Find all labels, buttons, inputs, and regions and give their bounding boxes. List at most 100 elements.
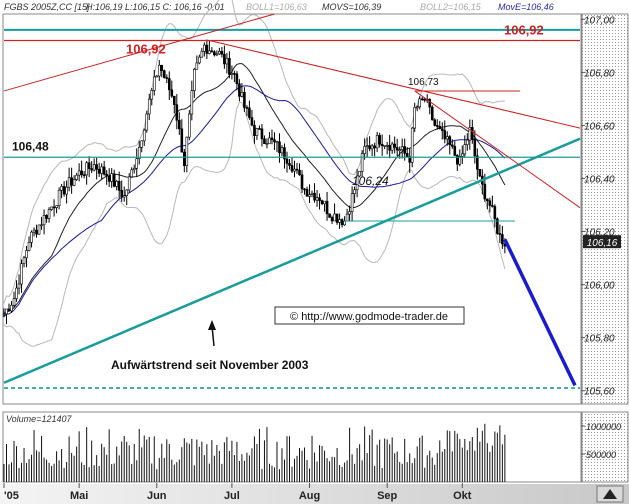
candle	[170, 80, 174, 98]
price-tick-label: 105,60	[584, 387, 615, 398]
candle	[323, 200, 326, 212]
candle-body	[137, 147, 141, 160]
candle-body	[200, 50, 204, 58]
candle-body	[243, 92, 246, 108]
chart-annotations: 106,92 106,92 106,48 106,73 106,24	[12, 23, 544, 188]
candle-body	[420, 98, 424, 101]
candle-body	[82, 174, 86, 177]
candle	[393, 136, 396, 154]
candle-body	[363, 146, 366, 154]
candle-body	[328, 213, 331, 218]
candle-body	[167, 78, 171, 91]
candle-body	[87, 162, 91, 169]
candle-body	[278, 141, 281, 154]
level-106-92-label-left: 106,92	[126, 42, 166, 57]
candle	[450, 139, 454, 149]
price-tick-label: 107,00	[584, 15, 615, 26]
candle-body	[60, 186, 63, 191]
candle	[5, 308, 8, 325]
candle	[428, 98, 432, 115]
price-axis-strip	[581, 13, 629, 405]
candle	[82, 171, 86, 179]
candle-body	[400, 146, 404, 150]
candle-body	[298, 169, 301, 176]
candle-body	[253, 124, 256, 137]
candle	[172, 95, 176, 114]
chart-header: FGBS 2005Z,CC [15] H:106,19 L:106,15 C: …	[4, 2, 554, 12]
candle	[193, 67, 196, 98]
candle-body	[393, 143, 396, 148]
candle-body	[142, 129, 146, 142]
candle	[328, 213, 331, 218]
candle-body	[193, 69, 196, 91]
candle	[383, 145, 386, 150]
price-tick-label: 106,00	[584, 281, 615, 292]
candle	[250, 109, 254, 127]
volume-title: Volume=121407	[6, 414, 72, 424]
candle-body	[218, 51, 221, 55]
candle	[15, 280, 18, 302]
header-move: MovE=106,46	[498, 2, 554, 12]
time-axis-strip	[0, 484, 629, 504]
month-tick-label: Okt	[453, 490, 472, 502]
triangle-icon[interactable]	[596, 485, 624, 503]
candle	[335, 213, 339, 225]
candle-body	[348, 211, 351, 215]
candle	[263, 135, 266, 144]
candle	[195, 55, 199, 70]
candle	[165, 74, 169, 84]
candle-body	[85, 162, 88, 176]
candle-body	[245, 107, 249, 109]
candle-body	[198, 56, 201, 64]
candle	[295, 162, 299, 174]
candle-body	[188, 113, 191, 138]
candle-body	[476, 155, 479, 170]
month-tick-label: Aug	[299, 490, 320, 502]
candle	[488, 197, 492, 213]
candle-body	[80, 170, 83, 176]
candle-body	[340, 219, 344, 226]
candle-body	[240, 92, 244, 97]
candle-body	[100, 166, 103, 174]
candle-body	[12, 298, 16, 306]
candle-body	[90, 168, 93, 171]
candle	[395, 138, 399, 157]
header-movs: MOVS=106,39	[322, 2, 381, 12]
candle-body	[235, 73, 239, 85]
candle	[373, 142, 376, 157]
candle-body	[110, 173, 113, 182]
candle-body	[250, 117, 254, 126]
candle	[188, 110, 191, 141]
candle	[110, 168, 113, 188]
candle	[205, 39, 209, 60]
candle	[473, 130, 477, 164]
candle	[385, 141, 389, 155]
candle-body	[288, 163, 291, 166]
candle	[57, 187, 61, 210]
candle	[127, 173, 131, 193]
candle-body	[428, 99, 432, 108]
candle	[290, 157, 294, 173]
candle	[408, 148, 412, 173]
candle	[501, 225, 504, 249]
candle-body	[92, 164, 96, 171]
candle-body	[135, 158, 139, 169]
candle-body	[395, 147, 399, 151]
candle-body	[150, 90, 154, 100]
candle	[25, 245, 28, 268]
candle-body	[215, 53, 219, 56]
candle	[350, 186, 354, 222]
candle	[40, 216, 43, 230]
candle	[77, 163, 81, 182]
candle-body	[178, 119, 181, 130]
candle	[150, 88, 154, 106]
candle	[7, 303, 11, 312]
candle	[10, 301, 13, 313]
candle	[2, 308, 6, 318]
candle	[178, 112, 181, 135]
candle	[260, 124, 264, 147]
candle-body	[152, 76, 156, 91]
candle-body	[130, 169, 134, 178]
candle-body	[335, 213, 339, 223]
